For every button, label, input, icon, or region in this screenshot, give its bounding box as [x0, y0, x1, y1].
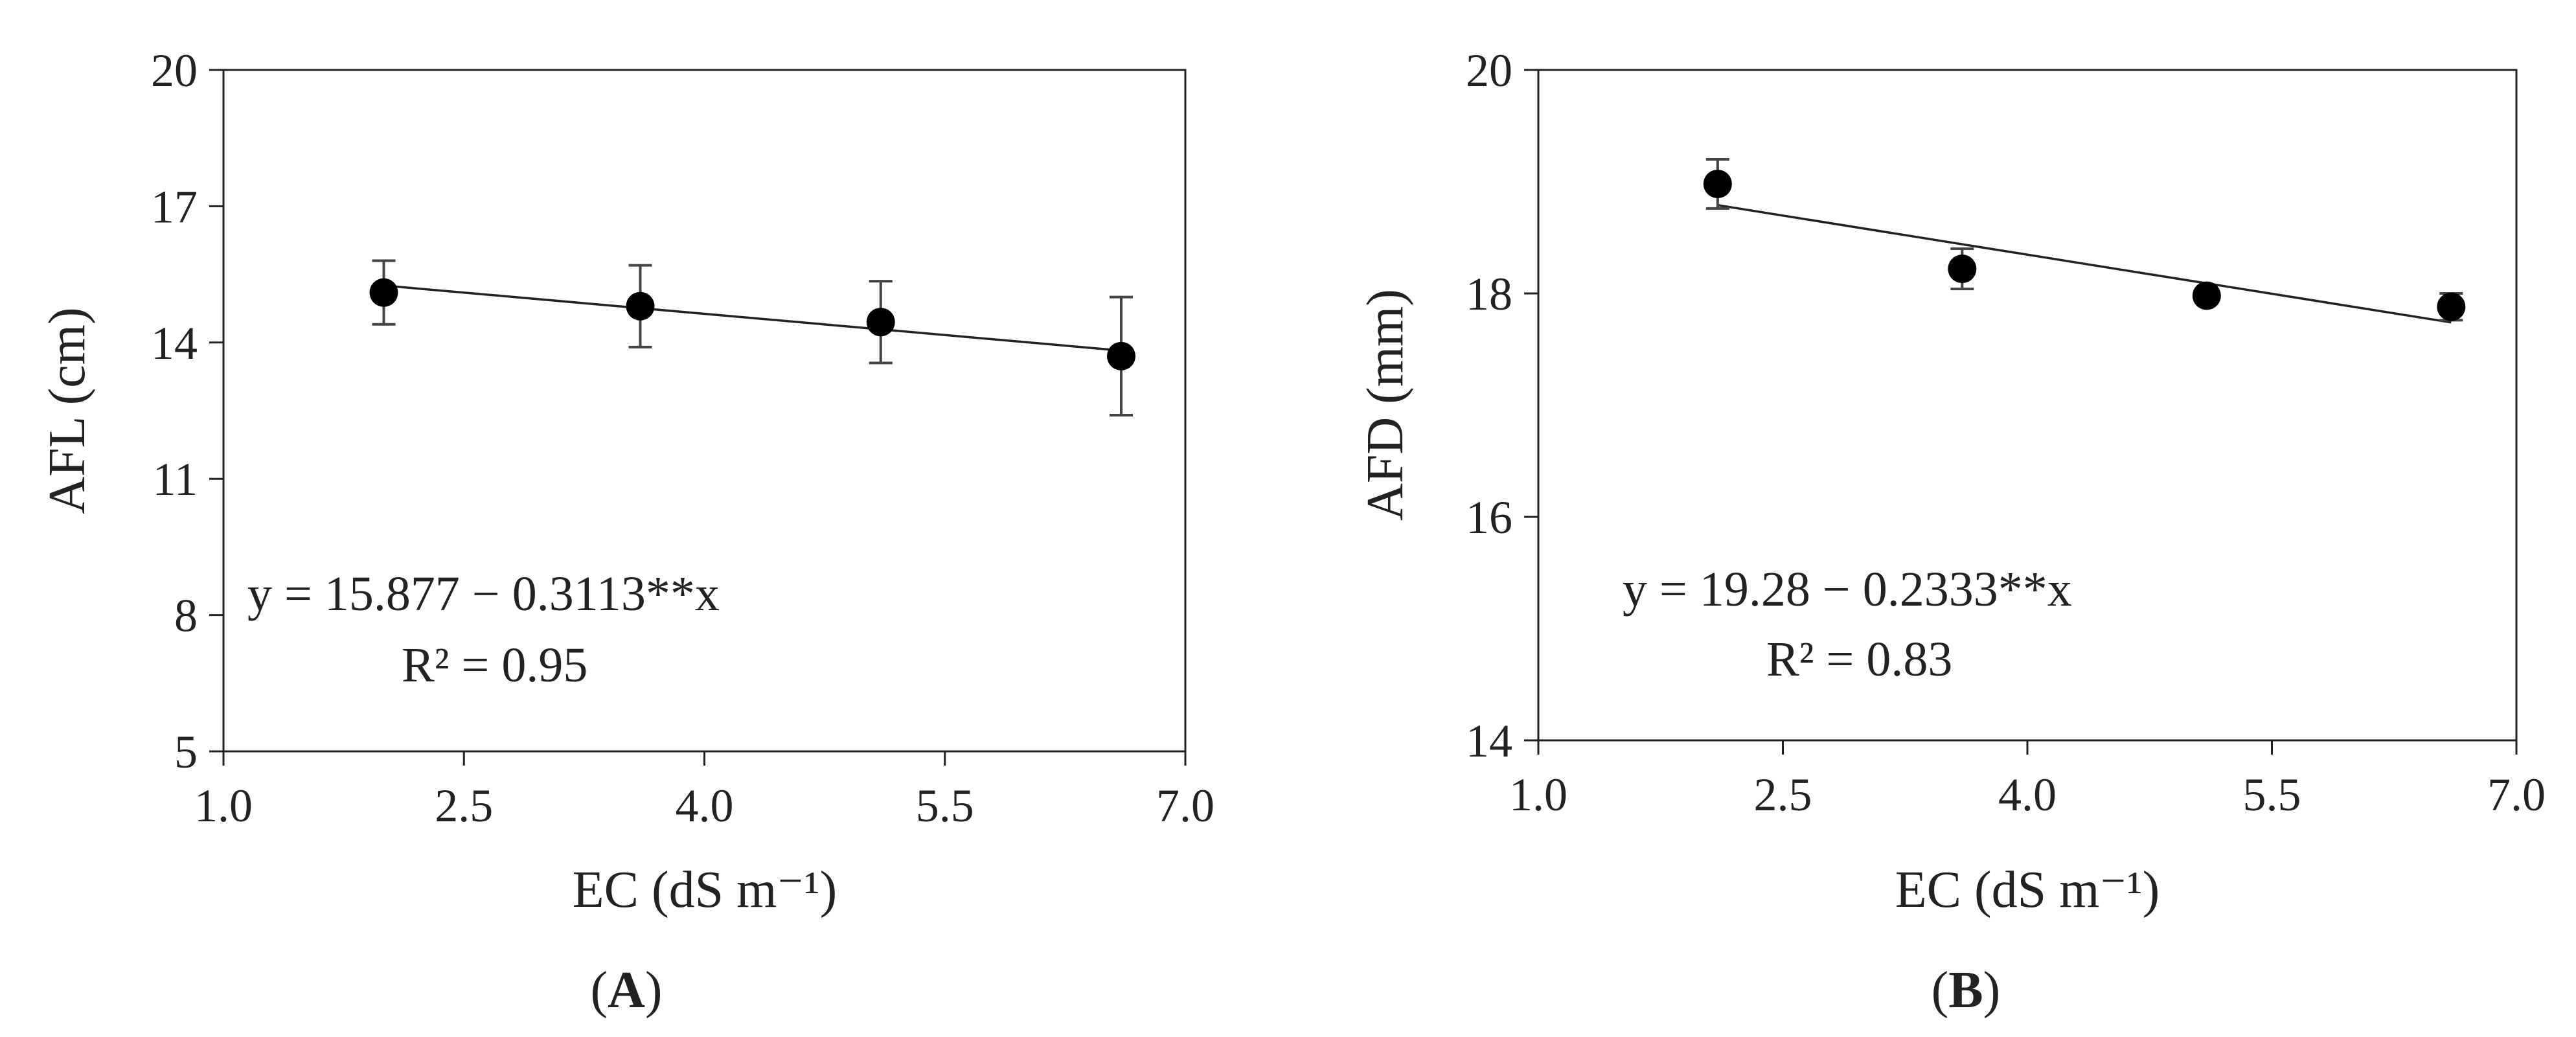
trend-line — [1717, 203, 2452, 324]
y-tick-label: 8 — [174, 590, 198, 642]
panel-letter: B — [1948, 962, 1983, 1019]
data-marks — [1703, 158, 2466, 324]
x-tick-label: 4.0 — [1998, 769, 2057, 821]
x-tick-label: 4.0 — [676, 780, 734, 832]
data-point — [1703, 169, 1732, 198]
data-marks — [369, 259, 1135, 417]
x-tick-label: 2.5 — [435, 780, 493, 832]
y-ticks: 5 8 11 14 17 20 — [151, 45, 223, 778]
y-tick-label: 14 — [151, 317, 198, 369]
data-point — [369, 278, 398, 307]
y-tick-label: 20 — [151, 45, 198, 97]
data-point — [2192, 281, 2221, 310]
x-ticks: 1.0 2.5 4.0 5.5 7.0 — [1509, 740, 2546, 821]
data-point — [626, 291, 655, 321]
x-axis-label: EC (dS m⁻¹) — [1895, 861, 2160, 918]
regression-equation: y = 15.877 − 0.3113**x — [247, 567, 720, 621]
y-tick-label: 17 — [151, 181, 198, 233]
x-tick-label: 5.5 — [916, 780, 974, 832]
trend-line — [383, 284, 1122, 352]
y-tick-label: 5 — [174, 726, 198, 778]
y-tick-label: 18 — [1466, 268, 1512, 320]
panel-label: (B) — [1932, 962, 2001, 1019]
x-tick-label: 1.0 — [194, 780, 253, 832]
data-point — [1948, 255, 1977, 284]
panel-b: 14 16 18 20 1.0 2.5 4.0 5.5 7.0 AFD (mm) EC (dS… — [1357, 45, 2546, 1019]
x-tick-label: 5.5 — [2243, 769, 2301, 821]
x-tick-label: 2.5 — [1754, 769, 1812, 821]
data-point — [866, 308, 895, 337]
y-tick-label: 11 — [153, 453, 198, 505]
r-squared: R² = 0.83 — [1766, 632, 1952, 687]
panel-label: (A) — [590, 962, 662, 1019]
regression-equation: y = 19.28 − 0.2333**x — [1623, 562, 2072, 617]
panel-letter: A — [608, 962, 645, 1019]
x-tick-label: 1.0 — [1509, 769, 1567, 821]
x-tick-label: 7.0 — [1156, 780, 1214, 832]
y-ticks: 14 16 18 20 — [1466, 45, 1538, 767]
y-tick-label: 14 — [1466, 715, 1512, 767]
data-point — [2437, 292, 2466, 321]
panel-a: 5 8 11 14 17 20 1.0 2.5 4.0 5.5 7.0 AFL (cm) EC (… — [39, 45, 1214, 1019]
r-squared: R² = 0.95 — [402, 638, 587, 692]
plot-frame — [222, 69, 1187, 753]
y-axis-label: AFD (mm) — [1357, 289, 1414, 521]
plot-frame — [1537, 69, 2518, 742]
x-axis-label: EC (dS m⁻¹) — [573, 861, 837, 918]
x-ticks: 1.0 2.5 4.0 5.5 7.0 — [194, 751, 1214, 832]
y-tick-label: 16 — [1466, 492, 1512, 543]
data-point — [1107, 341, 1135, 370]
x-tick-label: 7.0 — [2487, 769, 2546, 821]
y-tick-label: 20 — [1466, 45, 1512, 97]
y-axis-label: AFL (cm) — [39, 307, 96, 514]
